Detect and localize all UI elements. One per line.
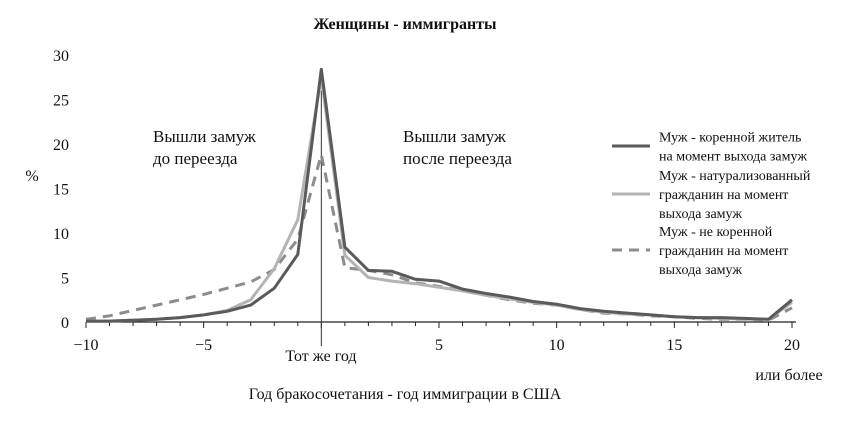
legend-label-1: на момент выхода замуж <box>659 150 807 165</box>
x-axis-label: Год бракосочетания - год иммиграции в СШ… <box>249 386 562 403</box>
annotation-after-line1: Вышли замуж <box>403 127 506 146</box>
y-tick-label: 20 <box>53 137 69 154</box>
y-tick-label: 10 <box>53 226 69 243</box>
y-tick-label: 25 <box>53 93 69 110</box>
legend-label-3: гражданин на момент <box>659 244 788 259</box>
annotation-after-line2: после переезда <box>403 149 512 168</box>
x-tick-label: 15 <box>666 337 682 354</box>
y-tick-label: 0 <box>61 315 69 332</box>
annotation-before-line1: Вышли замуж <box>153 127 256 146</box>
legend-label-3: Муж - не коренной <box>659 225 773 240</box>
y-tick-label: 30 <box>53 48 69 65</box>
x-tick-label: −10 <box>73 337 98 354</box>
legend-label-2: Муж - натурализованный <box>659 169 811 184</box>
y-axis-label: % <box>25 168 38 185</box>
x-tick-label: 5 <box>435 337 443 354</box>
legend-label-3: выхода замуж <box>659 263 742 278</box>
axes: −10 −5 5 10 15 20 0 5 10 15 20 25 30 <box>53 48 800 354</box>
legend-label-2: выхода замуж <box>659 207 742 222</box>
x-tick-label-same-year: Тот же год <box>285 348 356 365</box>
x-tick-label: 10 <box>549 337 565 354</box>
legend-label-2: гражданин на момент <box>659 188 788 203</box>
chart-title: Женщины - иммигранты <box>313 16 497 33</box>
x-tick-label-or-more: или более <box>755 367 822 384</box>
x-tick-label: 20 <box>784 337 800 354</box>
y-tick-label: 5 <box>61 271 69 288</box>
legend: Муж - коренной житель на момент выхода за… <box>612 131 811 278</box>
annotation-before-line2: до переезда <box>153 149 238 168</box>
y-tick-label: 15 <box>53 182 69 199</box>
legend-label-1: Муж - коренной житель <box>659 131 801 146</box>
x-tick-label: −5 <box>195 337 212 354</box>
series-line-1 <box>86 67 793 323</box>
series-layer <box>85 67 793 323</box>
